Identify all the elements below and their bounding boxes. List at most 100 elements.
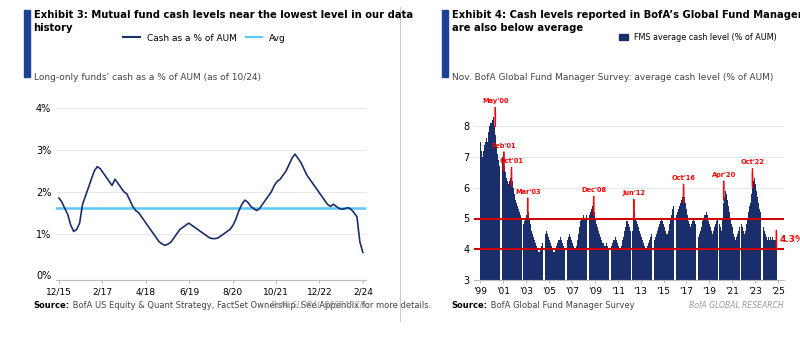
Bar — [636, 221, 637, 280]
Bar — [730, 218, 731, 280]
Bar — [719, 224, 720, 280]
Bar — [547, 234, 548, 280]
Bar — [495, 135, 496, 280]
Bar — [710, 227, 711, 280]
Bar — [623, 237, 624, 280]
Bar — [538, 252, 540, 280]
Bar — [670, 215, 672, 280]
Bar — [709, 224, 710, 280]
Bar — [487, 142, 488, 280]
Bar — [578, 234, 579, 280]
Bar — [533, 237, 534, 280]
Bar — [724, 197, 725, 280]
Bar — [556, 246, 557, 280]
Bar — [680, 203, 681, 280]
Bar — [491, 123, 492, 280]
Bar — [757, 197, 758, 280]
Bar — [527, 207, 528, 280]
Bar — [654, 240, 655, 280]
Bar — [738, 227, 739, 280]
Text: Jun'12: Jun'12 — [622, 190, 646, 196]
Bar — [523, 224, 524, 280]
Bar — [733, 234, 734, 280]
Bar — [521, 218, 522, 280]
Bar — [742, 227, 743, 280]
Bar — [641, 237, 642, 280]
Bar — [624, 231, 625, 280]
Bar — [483, 151, 484, 280]
Bar — [658, 227, 659, 280]
Bar — [729, 212, 730, 280]
Bar — [577, 240, 578, 280]
Bar — [595, 218, 596, 280]
Bar — [504, 166, 506, 280]
Bar — [484, 145, 485, 280]
Bar — [557, 243, 558, 280]
Bar — [748, 212, 749, 280]
Bar — [762, 224, 763, 280]
Bar — [566, 243, 567, 280]
Bar — [531, 231, 532, 280]
Bar — [599, 234, 600, 280]
Bar — [626, 221, 628, 280]
Text: May'00: May'00 — [482, 98, 509, 104]
Bar — [669, 224, 670, 280]
Bar — [585, 218, 586, 280]
Bar — [741, 221, 742, 280]
Legend: FMS average cash level (% of AUM): FMS average cash level (% of AUM) — [616, 30, 780, 45]
Bar — [608, 249, 609, 280]
Bar — [702, 221, 703, 280]
Bar — [555, 249, 556, 280]
Bar — [774, 240, 775, 280]
Bar — [564, 249, 565, 280]
Bar — [660, 221, 661, 280]
Bar — [734, 240, 736, 280]
Bar — [638, 227, 639, 280]
Bar — [717, 218, 718, 280]
Bar — [520, 215, 521, 280]
Bar — [600, 237, 601, 280]
Bar — [589, 212, 590, 280]
Bar — [698, 237, 699, 280]
Bar — [691, 224, 692, 280]
Bar — [582, 215, 584, 280]
Bar — [486, 138, 487, 280]
Bar — [750, 203, 751, 280]
Bar — [761, 218, 762, 280]
Bar — [707, 215, 708, 280]
Bar — [776, 240, 777, 280]
Bar — [684, 197, 685, 280]
Bar — [726, 194, 727, 280]
Bar — [541, 246, 542, 280]
Bar — [621, 246, 622, 280]
Bar — [598, 231, 599, 280]
Bar — [703, 218, 704, 280]
Bar — [576, 246, 577, 280]
Bar — [679, 206, 680, 280]
Bar — [503, 162, 504, 280]
Bar — [631, 234, 633, 280]
Bar — [542, 240, 543, 280]
Text: Dec'08: Dec'08 — [581, 187, 606, 193]
Bar — [584, 218, 585, 280]
Bar — [662, 221, 663, 280]
Bar — [479, 148, 480, 280]
Bar — [647, 246, 648, 280]
Bar — [498, 166, 499, 280]
Text: BofA US Equity & Quant Strategy, FactSet Ownership. See Appendix for more detail: BofA US Equity & Quant Strategy, FactSet… — [70, 301, 431, 310]
Bar — [525, 221, 526, 280]
Bar — [689, 224, 690, 280]
Bar — [625, 227, 626, 280]
Bar — [628, 224, 629, 280]
Text: Source:: Source: — [452, 301, 488, 310]
Bar — [526, 215, 527, 280]
Bar — [773, 240, 774, 280]
Bar — [548, 237, 550, 280]
Bar — [594, 212, 595, 280]
Bar — [682, 197, 683, 280]
Text: 4.3%: 4.3% — [780, 235, 800, 244]
Bar — [704, 215, 705, 280]
Bar — [648, 243, 649, 280]
Bar — [649, 240, 650, 280]
Bar — [678, 209, 679, 280]
